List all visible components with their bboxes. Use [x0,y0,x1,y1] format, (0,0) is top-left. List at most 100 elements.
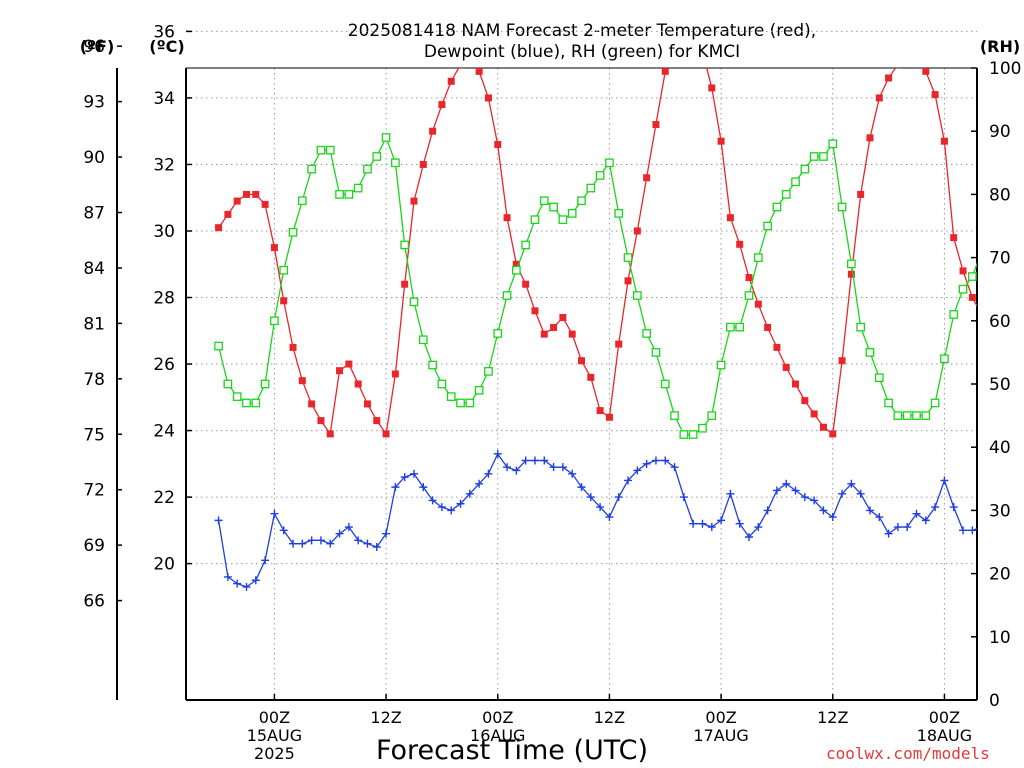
temperature-point [773,343,781,351]
dewpoint-point [661,456,670,465]
temperature-point [578,357,585,365]
dewpoint-point [596,503,605,512]
rh-point [335,190,344,199]
rh-point [391,158,400,168]
dewpoint-point [754,523,763,532]
temperature-point [317,417,325,425]
rh-point [512,265,521,275]
temperature-point [997,344,1004,351]
dewpoint-point [242,582,251,591]
rh-point [484,367,493,376]
celsius-tick-label: 34 [153,89,175,109]
temperature-point [503,214,511,222]
rh-point [558,215,568,225]
rh-point [660,379,670,389]
dewpoint-point [800,493,809,502]
temperature-point [401,280,409,288]
rh-point [791,177,800,187]
dewpoint-point [289,539,298,548]
time-tick-label: 12Z [817,708,848,727]
rh-point [372,152,382,161]
temperature-point [717,137,725,145]
rh-point [884,398,893,408]
temperature-point [978,311,985,318]
dewpoint-point [316,536,325,545]
temperature-point [950,234,958,242]
dewpoint-point [493,449,502,458]
time-tick-label: 17AUG [693,726,748,745]
dewpoint-point [354,536,363,545]
rh-point [353,183,363,193]
dewpoint-point [931,503,940,512]
dewpoint-point [745,533,754,542]
celsius-unit-label: (ºC) [149,37,184,56]
rh-point [297,196,307,206]
rh-point [344,190,354,199]
rh-point [586,183,596,193]
rh-point [549,202,558,212]
dewpoint-point [251,576,260,585]
dewpoint-point [223,572,232,581]
rh-point [595,171,605,180]
dewpoint-point [633,466,642,475]
temperature-point [764,323,772,331]
dewpoint-point [447,506,456,515]
dewpoint-point [763,506,772,515]
temperature-point [261,200,269,208]
rh-point [828,139,838,149]
temperature-point [419,160,427,168]
temperature-point [643,174,651,182]
dewpoint-point [717,516,726,525]
temperature-point [829,430,837,438]
dewpoint-point [921,516,930,525]
dewpoint-point [530,456,539,465]
rh-point [214,341,223,351]
rh-point [809,152,819,161]
rh-point [270,316,279,326]
dewpoint-point [847,479,856,488]
temperature-point [298,377,306,385]
dewpoint-point [707,523,716,532]
temperature-point [233,197,241,205]
temperature-series [215,68,1004,438]
temperature-point [596,407,604,415]
dewpoint-point [475,479,484,488]
dewpoint-point [772,486,781,495]
temperature-point [345,360,353,368]
rh-point [428,360,437,370]
dewpoint-point [298,539,307,548]
dewpoint-point [884,529,893,538]
dewpoint-point [726,489,735,498]
dewpoint-point [996,523,1004,531]
rh-point [819,152,828,161]
rh-point [698,423,707,433]
rh-point [726,322,735,332]
temperature-point [363,400,371,408]
temperature-point [801,397,809,405]
rh-point [865,348,875,357]
rh-tick-label: 60 [989,312,1011,332]
temperature-point [512,260,520,268]
dewpoint-point [810,496,819,505]
temperature-point [391,370,399,378]
rh-tick-label: 70 [989,249,1011,269]
dewpoint-point [782,479,791,488]
temperature-point [568,330,576,338]
rh-point [251,398,261,408]
rh-point [987,235,994,242]
rh-point [997,222,1004,229]
rh-point [651,348,661,357]
rh-point [325,145,335,155]
rh-point [307,164,316,174]
fahrenheit-tick-label: 93 [83,93,105,113]
dewpoint-point [614,493,623,502]
temperature-point [280,297,288,305]
dewpoint-point [261,556,270,565]
rh-point [800,164,810,174]
dewpoint-point [437,503,446,512]
dewpoint-point [828,513,837,522]
rh-point [949,310,959,319]
rh-point [530,215,540,225]
time-tick-label: 18AUG [917,726,972,745]
rh-point [744,291,754,300]
